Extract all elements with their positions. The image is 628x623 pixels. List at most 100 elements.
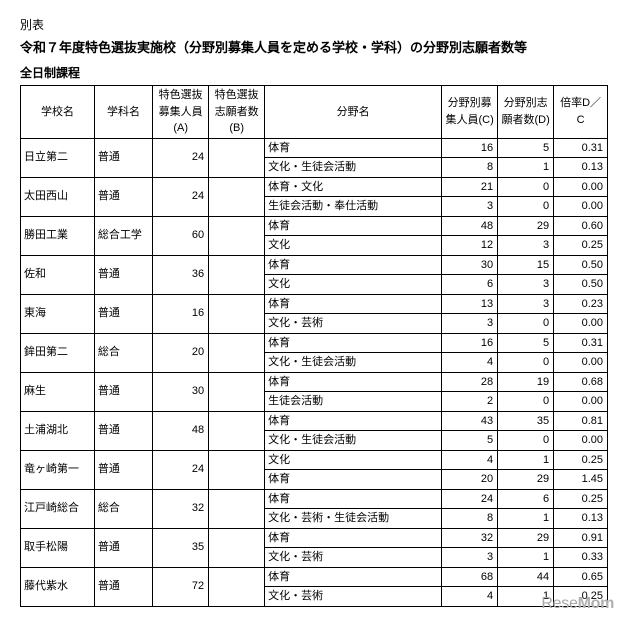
watermark-right: Mom: [578, 595, 614, 612]
cell-a: 24: [153, 177, 209, 216]
cell-d: 1: [498, 509, 554, 529]
cell-a: 35: [153, 528, 209, 567]
cell-d: 5: [498, 333, 554, 353]
cell-field: 体育: [265, 294, 442, 314]
cell-a: 32: [153, 489, 209, 528]
cell-a: 16: [153, 294, 209, 333]
cell-rate: 0.68: [554, 372, 608, 392]
cell-dept: 普通: [94, 177, 152, 216]
cell-c: 43: [442, 411, 498, 431]
cell-d: 44: [498, 567, 554, 587]
cell-b: [209, 294, 265, 333]
watermark-left: Rese: [541, 595, 577, 612]
table-row: 藤代紫水普通72体育68440.65: [21, 567, 608, 587]
cell-c: 4: [442, 353, 498, 373]
cell-d: 0: [498, 177, 554, 197]
cell-b: [209, 489, 265, 528]
cell-field: 文化・生徒会活動: [265, 158, 442, 178]
cell-rate: 1.45: [554, 470, 608, 490]
cell-rate: 0.25: [554, 236, 608, 256]
cell-d: 0: [498, 392, 554, 412]
cell-school: 日立第二: [21, 138, 95, 177]
cell-field: 体育: [265, 138, 442, 158]
cell-d: 1: [498, 450, 554, 470]
cell-rate: 0.50: [554, 255, 608, 275]
subtitle: 全日制課程: [20, 64, 608, 81]
cell-rate: 0.00: [554, 431, 608, 451]
cell-c: 12: [442, 236, 498, 256]
cell-dept: 普通: [94, 411, 152, 450]
cell-field: 体育: [265, 470, 442, 490]
cell-rate: 0.65: [554, 567, 608, 587]
cell-rate: 0.23: [554, 294, 608, 314]
cell-field: 文化: [265, 275, 442, 295]
cell-dept: 総合工学: [94, 216, 152, 255]
cell-a: 72: [153, 567, 209, 606]
cell-d: 3: [498, 236, 554, 256]
cell-d: 0: [498, 431, 554, 451]
th-rate: 倍率D／C: [554, 86, 608, 139]
cell-a: 48: [153, 411, 209, 450]
cell-field: 体育: [265, 216, 442, 236]
cell-dept: 普通: [94, 138, 152, 177]
cell-rate: 0.00: [554, 314, 608, 334]
cell-rate: 0.33: [554, 548, 608, 568]
cell-dept: 普通: [94, 528, 152, 567]
cell-school: 麻生: [21, 372, 95, 411]
cell-dept: 普通: [94, 372, 152, 411]
cell-field: 体育: [265, 489, 442, 509]
cell-rate: 0.81: [554, 411, 608, 431]
cell-c: 4: [442, 450, 498, 470]
cell-field: 体育: [265, 528, 442, 548]
cell-field: 文化・芸術・生徒会活動: [265, 509, 442, 529]
table-row: 日立第二普通24体育1650.31: [21, 138, 608, 158]
cell-rate: 0.13: [554, 509, 608, 529]
cell-rate: 0.25: [554, 450, 608, 470]
cell-d: 29: [498, 528, 554, 548]
th-d: 分野別志願者数(D): [498, 86, 554, 139]
table-row: 勝田工業総合工学60体育48290.60: [21, 216, 608, 236]
cell-c: 30: [442, 255, 498, 275]
cell-field: 文化・芸術: [265, 587, 442, 607]
cell-d: 1: [498, 548, 554, 568]
cell-d: 0: [498, 353, 554, 373]
cell-school: 太田西山: [21, 177, 95, 216]
cell-dept: 普通: [94, 450, 152, 489]
cell-c: 48: [442, 216, 498, 236]
cell-rate: 0.25: [554, 489, 608, 509]
cell-a: 24: [153, 450, 209, 489]
cell-c: 3: [442, 314, 498, 334]
header-row: 学校名 学科名 特色選抜募集人員(A) 特色選抜志願者数(B) 分野名 分野別募…: [21, 86, 608, 139]
cell-c: 2: [442, 392, 498, 412]
cell-field: 体育・文化: [265, 177, 442, 197]
data-table: 学校名 学科名 特色選抜募集人員(A) 特色選抜志願者数(B) 分野名 分野別募…: [20, 85, 608, 607]
table-row: 太田西山普通24体育・文化2100.00: [21, 177, 608, 197]
cell-c: 4: [442, 587, 498, 607]
cell-rate: 0.00: [554, 177, 608, 197]
cell-d: 0: [498, 197, 554, 217]
cell-d: 3: [498, 294, 554, 314]
cell-dept: 普通: [94, 567, 152, 606]
cell-b: [209, 333, 265, 372]
cell-rate: 0.91: [554, 528, 608, 548]
cell-field: 文化・芸術: [265, 548, 442, 568]
table-row: 取手松陽普通35体育32290.91: [21, 528, 608, 548]
cell-d: 1: [498, 158, 554, 178]
table-row: 竜ヶ崎第一普通24文化410.25: [21, 450, 608, 470]
cell-c: 16: [442, 333, 498, 353]
cell-field: 体育: [265, 372, 442, 392]
cell-a: 20: [153, 333, 209, 372]
cell-field: 生徒会活動: [265, 392, 442, 412]
cell-school: 勝田工業: [21, 216, 95, 255]
cell-c: 3: [442, 197, 498, 217]
cell-dept: 普通: [94, 294, 152, 333]
cell-d: 6: [498, 489, 554, 509]
cell-dept: 総合: [94, 333, 152, 372]
cell-dept: 普通: [94, 255, 152, 294]
cell-rate: 0.31: [554, 333, 608, 353]
cell-field: 文化: [265, 450, 442, 470]
cell-field: 文化・生徒会活動: [265, 431, 442, 451]
th-school: 学校名: [21, 86, 95, 139]
cell-rate: 0.00: [554, 392, 608, 412]
cell-d: 35: [498, 411, 554, 431]
